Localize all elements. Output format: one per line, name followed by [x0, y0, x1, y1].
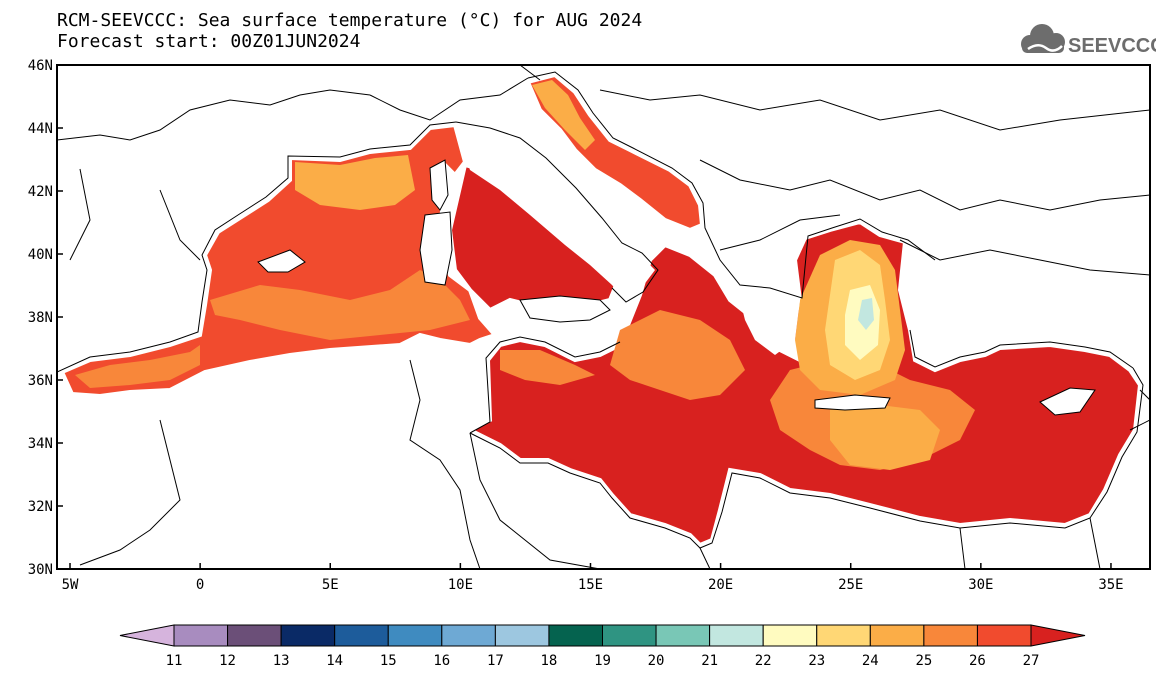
coastlines: [57, 65, 1150, 569]
colorbar-label: 16: [433, 653, 450, 669]
sst-map: 46N 44N 42N 40N 38N 36N 34N 32N 30N 5W 0 5E 10E 15E 2…: [28, 58, 1151, 593]
corsica-island: [430, 160, 448, 210]
longitude-axis: 5W 0 5E 10E 15E 20E 25E 30E 35E: [62, 563, 1124, 593]
colorbar-box: [387, 624, 443, 647]
colorbar-box: [816, 624, 871, 647]
lon-tick-label: 30E: [968, 577, 993, 593]
balearic-islands: [258, 250, 305, 272]
colorbar-box: [548, 624, 603, 647]
colorbar-label: 23: [808, 653, 825, 669]
lon-tick-label: 25E: [838, 577, 863, 593]
sst-zone-24-levant-west: [830, 405, 940, 470]
lon-tick-label: 35E: [1098, 577, 1123, 593]
colorbar-box: [173, 624, 229, 647]
colorbar-label: 22: [755, 653, 772, 669]
chart-title: RCM-SEEVCCC: Sea surface temperature (°C…: [57, 10, 643, 31]
crete-island: [815, 395, 890, 410]
lat-tick-label: 40N: [28, 247, 53, 263]
colorbar-box: [709, 624, 764, 647]
colorbar-arrow-high: [1030, 624, 1086, 647]
colorbar-label: 12: [219, 653, 236, 669]
colorbar-box: [869, 624, 925, 647]
colorbar-box: [494, 624, 550, 647]
lat-tick-label: 46N: [28, 58, 53, 74]
colorbar-label: 15: [380, 653, 397, 669]
lon-tick-label: 0: [196, 577, 204, 593]
sst-zone-24-gulf-lion: [295, 155, 415, 210]
colorbar-label: 24: [862, 653, 879, 669]
colorbar-label: 13: [273, 653, 290, 669]
land-masks: [258, 125, 1095, 415]
colorbar-boxes: [119, 624, 1086, 647]
sst-zone-25-alboran: [75, 345, 200, 388]
sardinia-island: [420, 212, 452, 285]
colorbar-box: [655, 624, 711, 647]
lat-tick-label: 42N: [28, 184, 53, 200]
sst-zone-25-sicily-channel: [500, 350, 595, 385]
cyprus-island: [1040, 388, 1095, 415]
colorbar-box: [976, 624, 1032, 647]
colorbar-label: 19: [594, 653, 611, 669]
sst-zone-25-ionian: [610, 310, 745, 400]
latitude-axis: 46N 44N 42N 40N 38N 36N 34N 32N 30N: [28, 58, 63, 578]
logo-text: SEEVCCC: [1068, 35, 1156, 57]
colorbar-label: 17: [487, 653, 504, 669]
lat-tick-label: 30N: [28, 562, 53, 578]
colorbar-box: [441, 624, 496, 647]
colorbar-label: 21: [701, 653, 718, 669]
colorbar-box: [334, 624, 389, 647]
colorbar-box: [227, 624, 282, 647]
lat-tick-label: 32N: [28, 499, 53, 515]
colorbar-box: [762, 624, 818, 647]
colorbar-label: 14: [326, 653, 343, 669]
lat-tick-label: 44N: [28, 121, 53, 137]
colorbar-label: 11: [166, 653, 183, 669]
colorbar-label: 20: [648, 653, 665, 669]
lon-tick-label: 5E: [322, 577, 339, 593]
colorbar-label: 27: [1023, 653, 1040, 669]
colorbar-labels: 11 12 13 14 15 16 17 18 19 20 21 22 23 24 25 26 27: [166, 653, 1040, 669]
lat-tick-label: 36N: [28, 373, 53, 389]
lon-tick-label: 15E: [578, 577, 603, 593]
lat-tick-label: 34N: [28, 436, 53, 452]
italy-boot: [455, 125, 655, 300]
lon-tick-label: 20E: [708, 577, 733, 593]
colorbar-label: 18: [541, 653, 558, 669]
colorbar-label: 25: [915, 653, 932, 669]
peloponnese: [740, 290, 800, 355]
colorbar-arrow-low: [119, 624, 175, 647]
sst-zone-25-adriatic-north: [532, 80, 595, 150]
colorbar-box: [602, 624, 657, 647]
sea-field: [59, 72, 1143, 548]
lon-tick-label: 5W: [62, 577, 79, 593]
sst-zone-21-aegean: [858, 298, 874, 330]
lat-tick-label: 38N: [28, 310, 53, 326]
lon-tick-label: 10E: [448, 577, 473, 593]
colorbar-label: 26: [969, 653, 986, 669]
seevccc-logo: SEEVCCC: [1021, 24, 1156, 57]
sicily-island: [520, 296, 610, 322]
chart-subtitle: Forecast start: 00Z01JUN2024: [57, 31, 361, 52]
sst-zone-25-west: [210, 270, 470, 340]
colorbar-box: [923, 624, 978, 647]
colorbar-box: [280, 624, 336, 647]
